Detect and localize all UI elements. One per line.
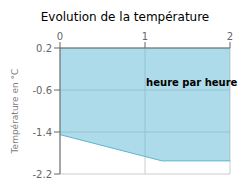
svg-text:0.2: 0.2: [36, 43, 52, 54]
html-text:Evolution de la température: Evolution de la température: [40, 10, 210, 24]
svg-text:heure par heure: heure par heure: [146, 77, 237, 88]
svg-text:Température en °C: Température en °C: [10, 69, 20, 155]
svg-text:1: 1: [142, 31, 148, 42]
svg-text:0: 0: [57, 31, 63, 42]
svg-text:-0.6: -0.6: [32, 85, 52, 96]
svg-text:-1.4: -1.4: [32, 127, 52, 138]
svg-text:2: 2: [227, 31, 233, 42]
svg-text:-2.2: -2.2: [32, 169, 52, 180]
